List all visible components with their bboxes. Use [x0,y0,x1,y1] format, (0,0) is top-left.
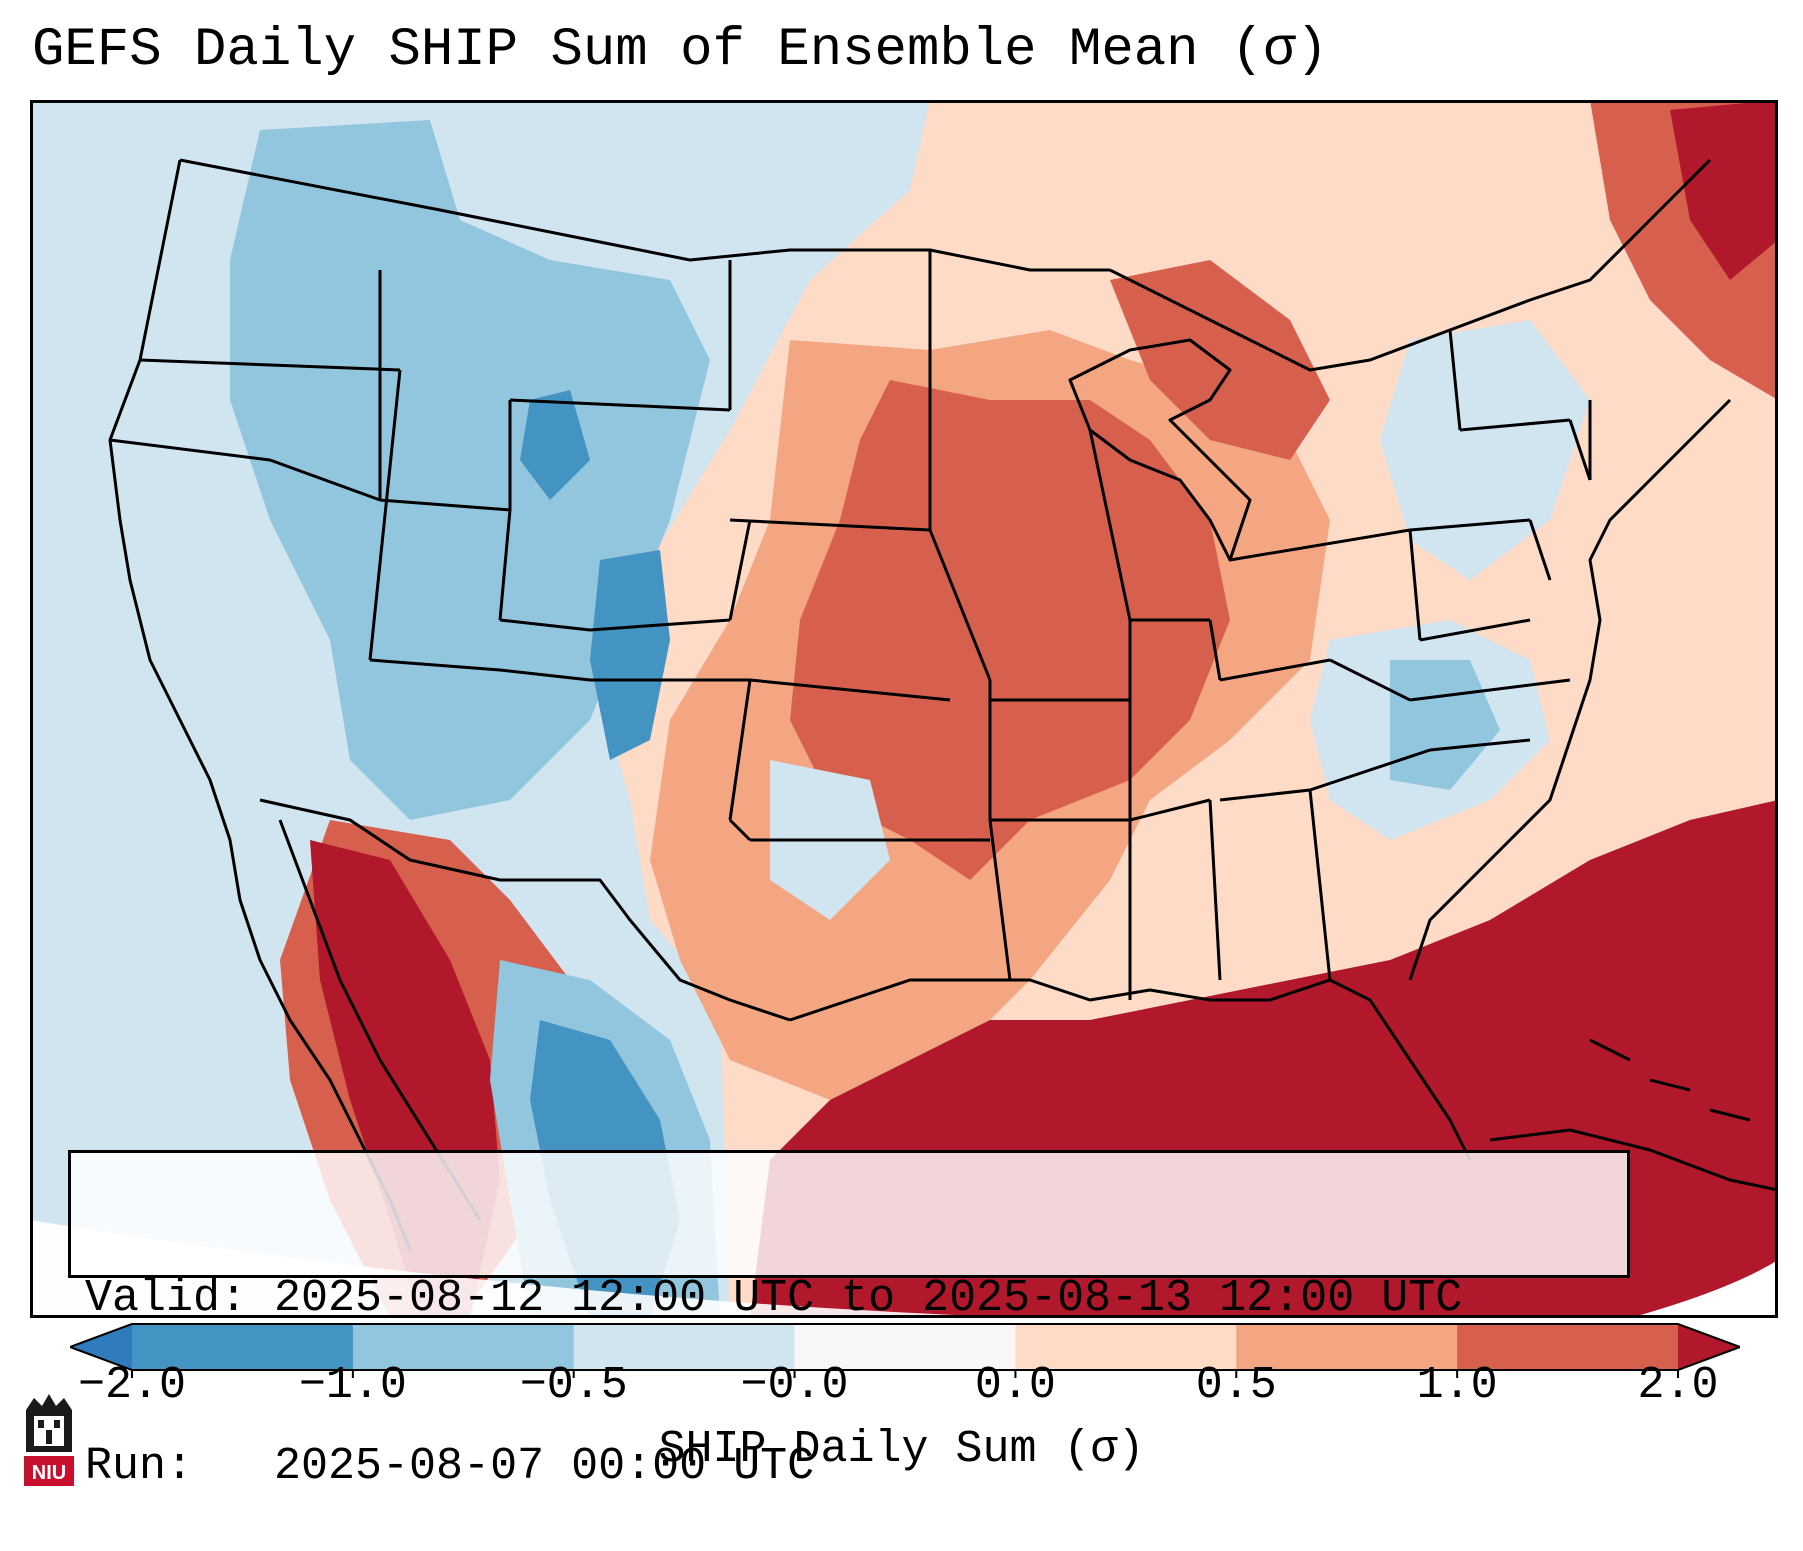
colorbar-tick-label: 1.0 [1416,1360,1498,1411]
colorbar-tick-label: −0.0 [740,1360,849,1411]
anomaly-strong-negative-nm [590,550,670,760]
map-panel [30,100,1778,1318]
state-lines-central [728,250,1571,842]
cuba-outline [1489,1128,1778,1192]
west-coast [108,159,412,1251]
svg-text:NIU: NIU [32,1462,66,1484]
state-lines-south [988,700,1531,1000]
anomaly-mid-negative-rockies [230,120,710,820]
colorbar-extend-low [70,1324,132,1370]
colorbar-bin [573,1324,796,1370]
state-lines-east [1229,329,1592,642]
colorbar-bin [352,1324,575,1370]
colorbar-tick-label: −0.5 [519,1360,628,1411]
valid-time-line: Valid: 2025-08-12 12:00 UTC to 2025-08-1… [85,1273,1463,1324]
colorbar-label: SHIP Daily Sum (σ) [658,1424,1145,1475]
colorbar-bin [1457,1324,1679,1370]
domain-edge-east [1630,1260,1778,1318]
boundary-lines [108,158,1778,1251]
niu-logo: NIU [24,1394,74,1486]
colorbar-ticks: −2.0 −1.0 −0.5 −0.0 0.0 0.5 1.0 2.0 [0,1360,1803,1420]
anomaly-strong-positive-lakes [1110,260,1330,460]
florida-atlantic-coast [1408,398,1732,981]
us-mexico-border [259,798,791,1022]
us-canada-border [179,158,1110,272]
map-frame [30,100,1778,1318]
colorbar-extend-high [1678,1324,1740,1370]
colorbar-tick-label: 0.0 [974,1360,1056,1411]
colorbar-bin [1015,1324,1237,1370]
anomaly-strong-negative-colorado [520,390,590,500]
colorbar-tick-label: 2.0 [1637,1360,1719,1411]
colorbar-bin [132,1324,354,1370]
colorbar [70,1323,1740,1378]
colorbar-tick-label: 0.5 [1195,1360,1277,1411]
gulf-coast [789,978,1472,1161]
run-time-line: Run: 2025-08-07 00:00 UTC [85,1441,815,1492]
anomaly-weak-negative-newengland [1380,320,1590,580]
anomaly-strong-positive [790,380,1230,880]
bahamas-outline [1589,1038,1751,1122]
colorbar-bin [1236,1324,1458,1370]
colorbar-tick-label: −1.0 [298,1360,407,1411]
state-lines-west [109,260,951,702]
great-lakes [1068,338,1252,562]
colorbar-bin [794,1324,1016,1370]
chart-title: GEFS Daily SHIP Sum of Ensemble Mean (σ) [32,20,1329,81]
domain-edge [30,1220,1030,1318]
run-info-box: Valid: 2025-08-12 12:00 UTC to 2025-08-1… [68,1150,1630,1492]
colorbar-tick-label: −2.0 [77,1360,187,1411]
anomaly-very-strong-northeast [1670,100,1778,280]
